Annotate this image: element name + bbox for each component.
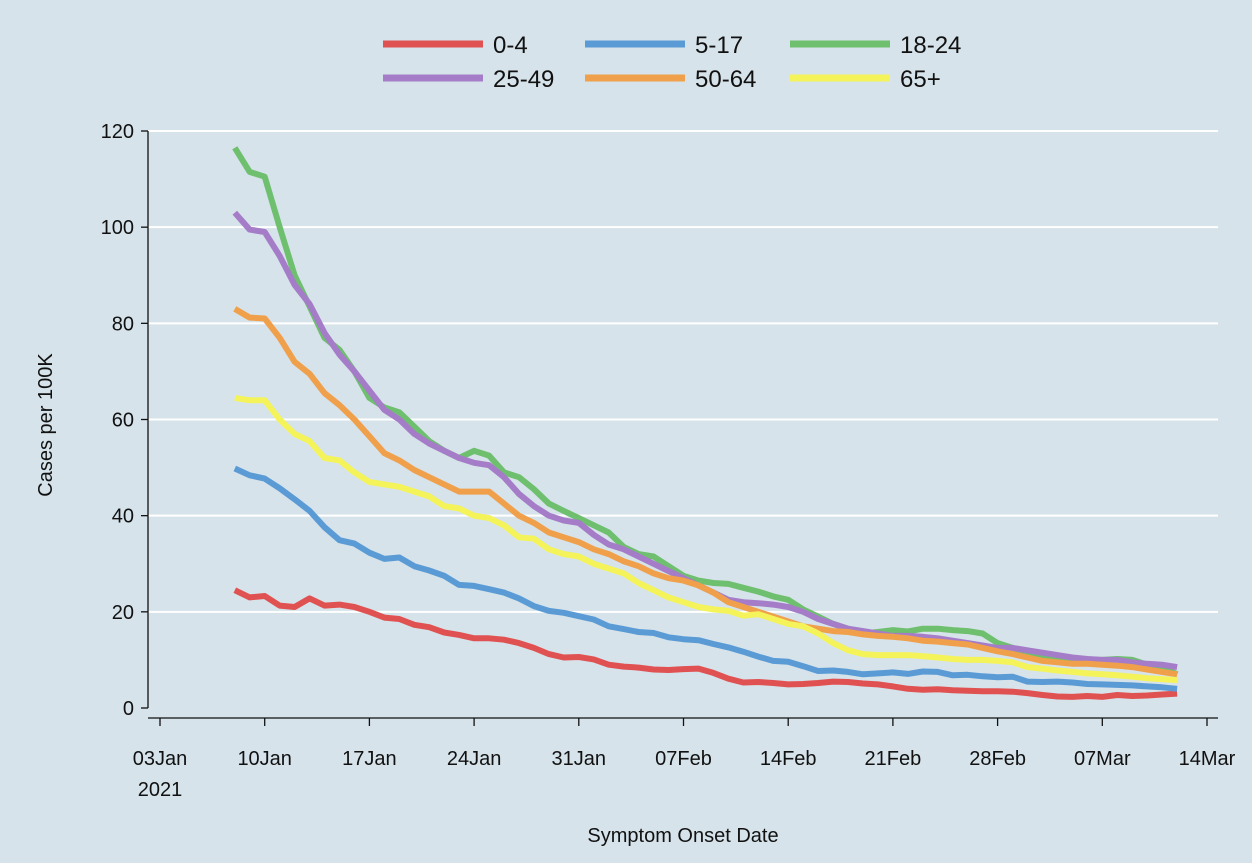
y-tick-label: 120 [101,121,134,143]
legend-label-0-4: 0-4 [493,32,528,59]
x-tick-label: 17Jan [342,748,397,770]
y-tick-label: 100 [101,217,134,239]
legend-label-5-17: 5-17 [695,32,743,59]
x-tick-label: 14Feb [760,748,817,770]
series-lines [232,146,1179,700]
x-tick-label: 07Mar [1074,748,1131,770]
x-tick-label: 14Mar [1179,748,1236,770]
y-tick-label: 20 [112,602,134,624]
series-line-65+ [234,394,1178,684]
legend-label-25-49: 25-49 [493,66,554,93]
series-line-5-17 [233,465,1178,692]
x-tick-label: 31Jan [552,748,607,770]
legend-label-18-24: 18-24 [900,32,961,59]
x-tick-label: 21Feb [865,748,922,770]
x-tick-label: 24Jan [447,748,502,770]
y-axis-title: Cases per 100K [35,353,57,497]
x-tick-sublabel: 2021 [138,779,183,801]
axes: 0 20 40 60 80 100 120 03Jan 2021 10Jan 17Jan 24Jan 3… [101,121,1236,801]
y-tick-label: 80 [112,313,134,335]
legend-label-65+: 65+ [900,66,941,93]
y-tick-label: 0 [123,698,134,720]
series-line-0-4 [233,587,1178,700]
x-tick-label: 28Feb [969,748,1026,770]
legend: 0-4 5-17 18-24 25-49 50-64 65+ [383,32,961,93]
y-tick-label: 60 [112,410,134,432]
x-tick-label: 03Jan [133,748,188,770]
x-tick-label: 10Jan [237,748,292,770]
series-line-50-64 [233,306,1178,678]
x-axis-title: Symptom Onset Date [587,825,778,847]
y-tick-label: 40 [112,506,134,528]
legend-label-50-64: 50-64 [695,66,756,93]
grid-lines [148,130,1218,613]
x-tick-label: 07Feb [655,748,712,770]
